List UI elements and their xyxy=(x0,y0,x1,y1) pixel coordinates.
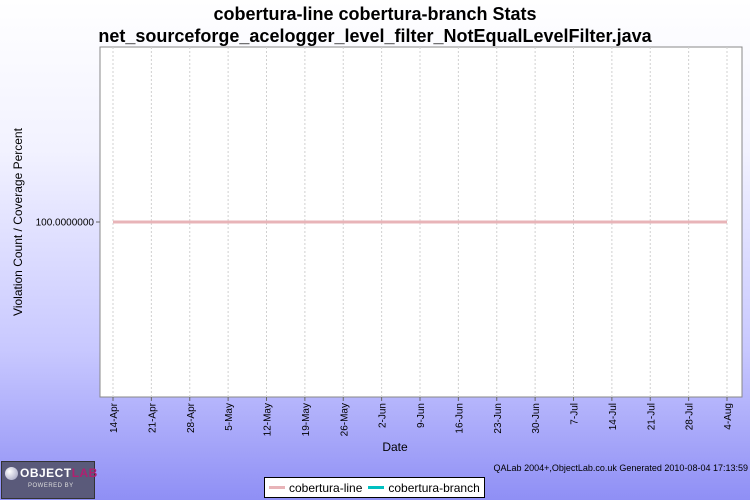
chart-title: cobertura-line cobertura-branch Stats xyxy=(213,4,537,24)
x-tick-label: 23-Jun xyxy=(493,403,504,434)
x-tick-label: 26-May xyxy=(339,403,350,436)
chart-subtitle: net_sourceforge_acelogger_level_filter_N… xyxy=(98,26,652,46)
x-axis-ticks: 14-Apr 21-Apr 28-Apr 5-May 12-May 19-May 26-Ma… xyxy=(109,397,734,436)
globe-icon xyxy=(5,467,18,480)
x-tick-label: 28-Apr xyxy=(186,402,197,433)
x-tick-label: 16-Jun xyxy=(454,403,465,434)
x-tick-label: 2-Jun xyxy=(378,403,389,428)
generated-footer: QALab 2004+,ObjectLab.co.uk Generated 20… xyxy=(493,463,748,473)
x-tick-label: 21-Jul xyxy=(646,403,657,430)
legend-swatch xyxy=(368,486,385,489)
logo-tagline: POWERED BY xyxy=(28,483,74,489)
y-axis-label: Violation Count / Coverage Percent xyxy=(11,128,25,316)
chart-legend: cobertura-line cobertura-branch xyxy=(264,477,485,498)
logo-wordmark: OBJECTLAB xyxy=(20,466,98,480)
x-tick-label: 9-Jun xyxy=(416,403,427,428)
x-tick-label: 7-Jul xyxy=(570,403,581,425)
x-tick-label: 5-May xyxy=(224,403,235,431)
logo-brand-a: OBJECT xyxy=(20,466,72,480)
x-axis-label: Date xyxy=(382,440,408,454)
objectlab-logo: OBJECTLAB POWERED BY xyxy=(1,461,98,499)
x-tick-label: 4-Aug xyxy=(723,403,734,430)
legend-swatch xyxy=(269,486,285,489)
x-tick-label: 14-Apr xyxy=(109,402,120,433)
y-axis-ticks: 100.0000000 xyxy=(36,218,100,229)
legend-label: cobertura-branch xyxy=(388,480,480,495)
y-tick-label: 100.0000000 xyxy=(36,218,95,229)
legend-item-cobertura-line: cobertura-line xyxy=(269,481,362,495)
x-tick-label: 14-Jul xyxy=(608,403,619,430)
legend-item-cobertura-branch: cobertura-branch xyxy=(368,480,480,495)
x-tick-label: 30-Jun xyxy=(531,403,542,434)
x-tick-label: 19-May xyxy=(301,403,312,436)
logo-brand-b: LAB xyxy=(71,466,98,480)
x-tick-label: 21-Apr xyxy=(147,402,158,433)
legend-label: cobertura-line xyxy=(289,480,363,495)
x-tick-label: 12-May xyxy=(263,403,274,436)
x-tick-label: 28-Jul xyxy=(685,403,696,430)
